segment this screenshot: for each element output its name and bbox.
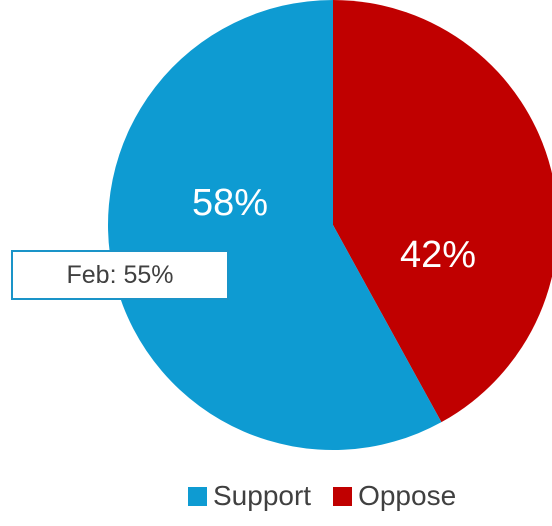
pie-labels: 42% 58% (192, 182, 476, 276)
legend-swatch-oppose (333, 486, 353, 506)
legend-item-support: Support (188, 480, 311, 512)
legend-label-oppose: Oppose (358, 480, 457, 511)
slice-label-oppose: 42% (400, 234, 476, 276)
pie-slice-oppose (333, 0, 552, 423)
annotation-callout: Feb: 55% (11, 250, 229, 300)
annotation-text: Feb: 55% (66, 260, 174, 289)
legend: Support Oppose (188, 480, 456, 512)
slice-label-support: 58% (192, 182, 268, 224)
legend-label-support: Support (213, 480, 312, 511)
legend-swatch-support (188, 486, 207, 506)
pie-slices (107, 0, 552, 451)
pie-slice-support (107, 0, 442, 451)
legend-item-oppose: Oppose (333, 480, 456, 512)
